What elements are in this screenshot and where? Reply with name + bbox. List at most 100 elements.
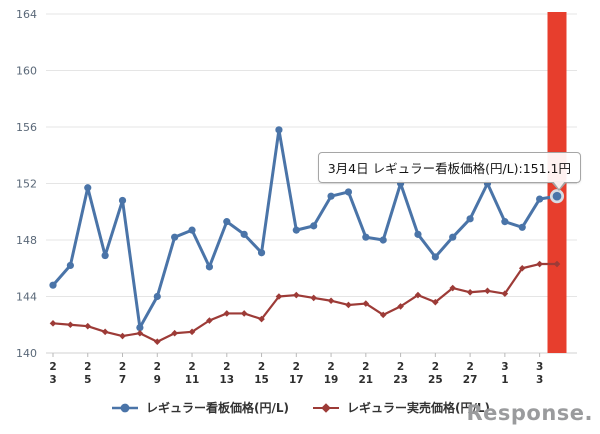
data-point[interactable] bbox=[379, 311, 387, 319]
data-point[interactable] bbox=[66, 261, 74, 270]
x-axis-label-day: 11 bbox=[185, 374, 200, 386]
x-axis-label-month: 2 bbox=[49, 361, 56, 373]
legend-diamond-marker-icon bbox=[313, 402, 339, 413]
data-point[interactable] bbox=[118, 196, 127, 205]
data-point[interactable] bbox=[119, 332, 126, 340]
data-point[interactable] bbox=[345, 301, 352, 309]
data-point[interactable] bbox=[223, 218, 231, 226]
data-point[interactable] bbox=[536, 195, 544, 203]
data-point[interactable] bbox=[223, 310, 231, 317]
tooltip-text: 3月4日 レギュラー看板価格(円/L):151.1円 bbox=[327, 161, 571, 176]
data-point[interactable] bbox=[518, 264, 526, 272]
x-axis-label-month: 2 bbox=[119, 361, 126, 373]
data-point[interactable] bbox=[310, 222, 318, 230]
data-point[interactable] bbox=[362, 233, 370, 241]
legend-circle-marker-icon bbox=[112, 403, 138, 412]
price-tooltip: 3月4日 レギュラー看板価格(円/L):151.1円 bbox=[317, 152, 581, 191]
x-axis-label-day: 15 bbox=[254, 374, 269, 386]
data-point[interactable] bbox=[275, 293, 283, 300]
x-axis-label-day: 25 bbox=[428, 374, 443, 386]
data-point[interactable] bbox=[449, 284, 457, 292]
x-axis-label-month: 2 bbox=[466, 361, 473, 373]
data-point[interactable] bbox=[136, 323, 144, 332]
legend-item-jitsubai-price[interactable]: レギュラー実売価格(円/L) bbox=[311, 399, 490, 416]
data-point[interactable] bbox=[205, 263, 214, 271]
data-point[interactable] bbox=[240, 310, 248, 317]
data-point[interactable] bbox=[84, 184, 92, 192]
data-point[interactable] bbox=[501, 218, 509, 226]
response-watermark: Response. bbox=[466, 401, 593, 425]
data-point[interactable] bbox=[466, 215, 474, 223]
data-point[interactable] bbox=[484, 287, 491, 295]
legend-label-kanban: レギュラー看板価格(円/L) bbox=[146, 401, 289, 415]
data-point[interactable] bbox=[84, 322, 92, 330]
y-axis-label: 148 bbox=[16, 234, 37, 247]
data-point[interactable] bbox=[310, 294, 317, 302]
data-point[interactable] bbox=[171, 233, 179, 241]
data-point[interactable] bbox=[49, 281, 57, 289]
data-point[interactable] bbox=[327, 192, 335, 200]
data-point[interactable] bbox=[49, 320, 57, 327]
data-point[interactable] bbox=[101, 328, 109, 336]
x-axis-label-month: 2 bbox=[432, 361, 439, 373]
x-axis-label-month: 3 bbox=[501, 361, 508, 373]
x-axis-label-day: 9 bbox=[154, 374, 161, 386]
data-point[interactable] bbox=[431, 253, 439, 261]
y-axis-label: 152 bbox=[16, 178, 37, 191]
x-axis-label-month: 2 bbox=[258, 361, 265, 373]
data-point[interactable] bbox=[292, 226, 300, 234]
data-point[interactable] bbox=[432, 298, 439, 306]
y-axis-label: 144 bbox=[16, 291, 37, 304]
x-axis-label-day: 19 bbox=[324, 374, 339, 386]
x-axis-label-day: 3 bbox=[49, 374, 56, 386]
data-point[interactable] bbox=[136, 329, 144, 337]
data-point[interactable] bbox=[257, 249, 266, 257]
legend-item-kanban-price[interactable]: レギュラー看板価格(円/L) bbox=[110, 399, 289, 416]
data-point[interactable] bbox=[466, 288, 474, 296]
data-point[interactable] bbox=[67, 321, 74, 329]
data-point[interactable] bbox=[553, 260, 561, 268]
data-point[interactable] bbox=[397, 303, 404, 310]
data-point[interactable] bbox=[536, 260, 543, 268]
y-axis-label: 140 bbox=[16, 347, 37, 360]
x-axis-label-month: 2 bbox=[293, 361, 300, 373]
data-point[interactable] bbox=[414, 230, 422, 238]
x-axis-label-day: 5 bbox=[84, 374, 91, 386]
data-point[interactable] bbox=[240, 230, 248, 238]
highlighted-data-point[interactable] bbox=[549, 189, 565, 204]
x-axis-label-month: 3 bbox=[536, 361, 543, 373]
data-point[interactable] bbox=[206, 317, 213, 324]
data-point[interactable] bbox=[518, 223, 526, 231]
data-point[interactable] bbox=[188, 328, 196, 336]
data-point[interactable] bbox=[101, 251, 109, 260]
data-point[interactable] bbox=[379, 236, 387, 244]
y-axis-label: 160 bbox=[16, 65, 37, 78]
data-point[interactable] bbox=[362, 300, 370, 307]
data-point[interactable] bbox=[171, 329, 178, 337]
y-axis-label: 156 bbox=[16, 121, 37, 134]
price-chart: 1401441481521561601642325272921121321521… bbox=[16, 8, 577, 386]
x-axis-label-month: 2 bbox=[327, 361, 334, 373]
x-axis-label-day: 21 bbox=[359, 374, 374, 386]
data-point[interactable] bbox=[188, 226, 196, 234]
data-point[interactable] bbox=[153, 338, 161, 345]
data-point[interactable] bbox=[153, 292, 161, 301]
data-point[interactable] bbox=[449, 233, 457, 241]
x-axis-label-day: 3 bbox=[536, 374, 543, 386]
x-axis-label-day: 7 bbox=[119, 374, 126, 386]
x-axis-label-month: 2 bbox=[154, 361, 161, 373]
data-point[interactable] bbox=[344, 188, 353, 196]
x-axis-label-month: 2 bbox=[84, 361, 91, 373]
legend-label-jitsubai: レギュラー実売価格(円/L) bbox=[347, 401, 490, 415]
data-point[interactable] bbox=[501, 290, 509, 297]
data-point[interactable] bbox=[275, 126, 283, 134]
x-axis-label-day: 1 bbox=[501, 374, 508, 386]
x-axis-label-day: 23 bbox=[393, 374, 408, 386]
x-axis-label-month: 2 bbox=[188, 361, 195, 373]
data-point[interactable] bbox=[414, 291, 422, 299]
data-point[interactable] bbox=[327, 297, 335, 305]
data-point[interactable] bbox=[293, 291, 300, 299]
x-axis-label-month: 2 bbox=[362, 361, 369, 373]
data-point[interactable] bbox=[258, 315, 265, 323]
x-axis-label-month: 2 bbox=[397, 361, 404, 373]
